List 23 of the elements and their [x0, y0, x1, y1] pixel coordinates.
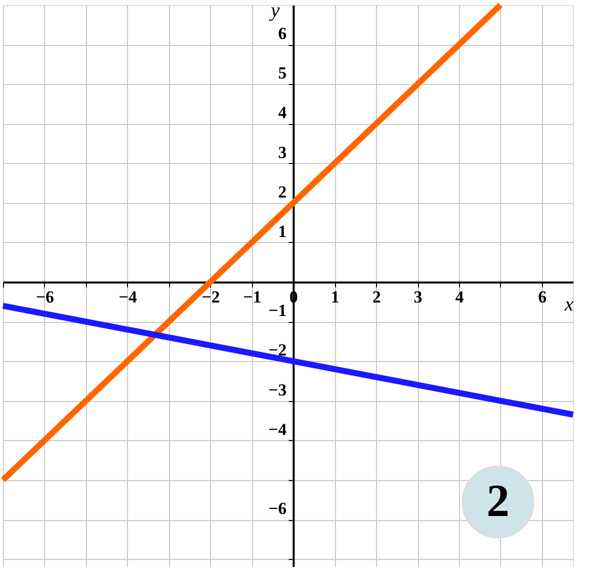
y-tick-label: −4: [268, 420, 288, 439]
y-tick-label: −1: [268, 301, 287, 320]
annotation: 2: [486, 475, 510, 526]
y-tick-label: 4: [278, 103, 288, 122]
y-tick-label: 1: [278, 222, 287, 241]
x-tick-label: 6: [538, 288, 547, 307]
y-tick-label: 6: [278, 24, 287, 44]
x-tick-label: 2: [372, 288, 381, 307]
x-tick-label: 3: [414, 288, 422, 307]
y-tick-label: −2: [268, 340, 287, 360]
y-tick-label: 5: [278, 64, 287, 83]
x-tick-label: −6: [36, 288, 54, 307]
x-axis-title: x: [564, 294, 574, 316]
x-tick-label: −2: [202, 288, 220, 307]
y-tick-label: 2: [278, 182, 287, 202]
y-tick-label: 3: [278, 142, 287, 162]
x-tick-label: −1: [243, 288, 262, 307]
x-tick-label: −4: [118, 288, 138, 307]
y-tick-label: −3: [268, 380, 287, 400]
x-tick-label: 4: [455, 288, 464, 307]
y-axis-title: y: [268, 0, 280, 22]
y-tick-label: −6: [268, 499, 287, 518]
x-tick-label: 1: [330, 288, 340, 307]
